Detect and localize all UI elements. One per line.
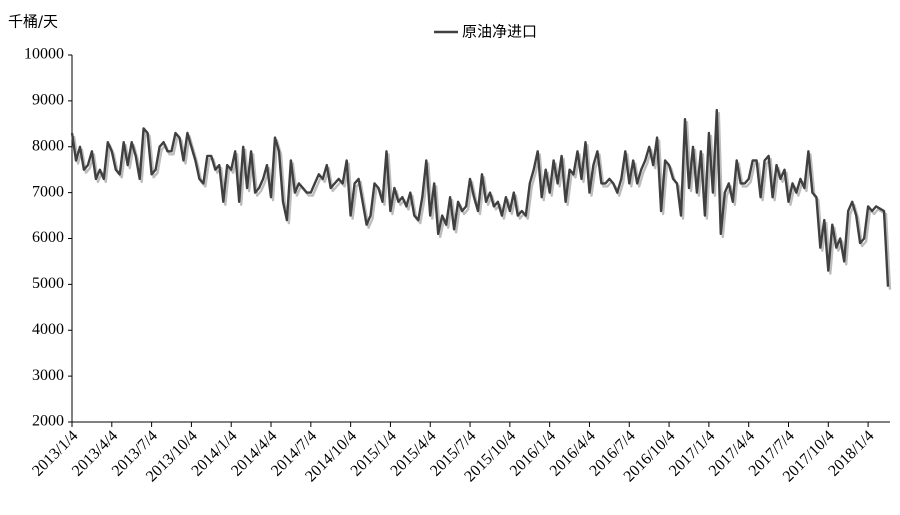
y-tick-label: 2000 [32, 413, 64, 430]
y-tick-label: 6000 [32, 229, 64, 246]
y-tick-label: 8000 [32, 137, 64, 154]
y-axis-label: 千桶/天 [8, 13, 58, 31]
y-tick-label: 9000 [32, 92, 64, 109]
series-line [70, 108, 890, 287]
y-tick-label: 5000 [32, 275, 64, 292]
y-tick-label: 10000 [24, 46, 64, 63]
y-tick-label: 4000 [32, 321, 64, 338]
y-tick-label: 3000 [32, 367, 64, 384]
legend-label: 原油净进口 [462, 23, 537, 41]
y-tick-label: 7000 [32, 183, 64, 200]
